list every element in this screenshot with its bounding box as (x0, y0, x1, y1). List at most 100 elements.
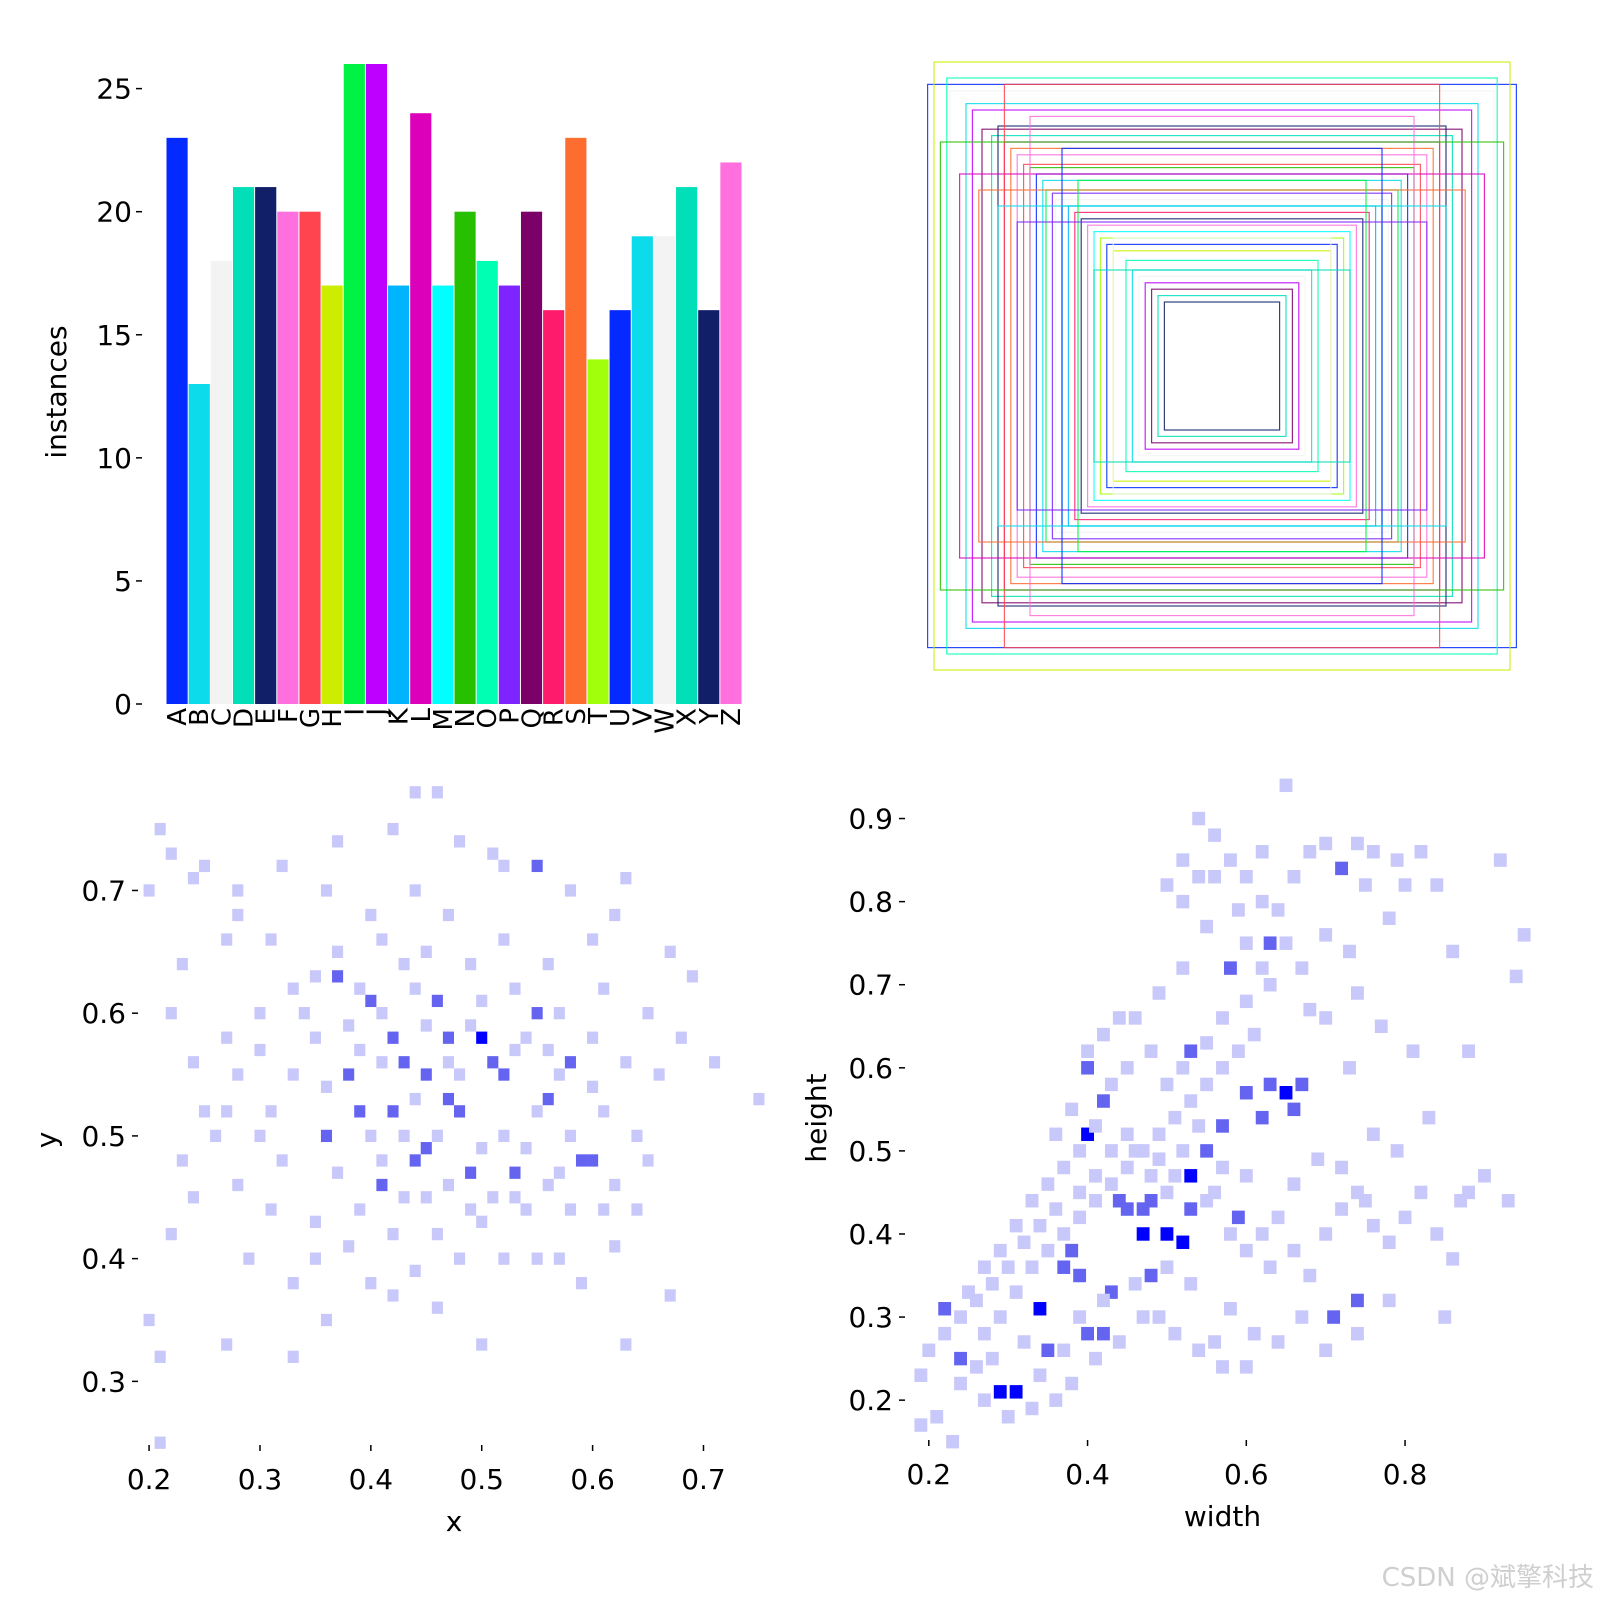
histogram-cell (1287, 1102, 1301, 1117)
histogram-cell (454, 1105, 466, 1118)
histogram-cell (320, 1129, 333, 1143)
histogram-cell (977, 1393, 991, 1407)
histogram-cell (1200, 919, 1214, 934)
histogram-cell (365, 1277, 377, 1290)
histogram-cell (1216, 1160, 1229, 1175)
histogram-cell (454, 1068, 466, 1081)
histogram-cell (1065, 1102, 1079, 1117)
histogram-cell (1152, 986, 1166, 1000)
histogram-cell (265, 1105, 277, 1118)
histogram-cell (509, 1191, 521, 1204)
label-box (1106, 243, 1338, 489)
histogram-cell (376, 1007, 388, 1020)
histogram-cell (520, 1031, 532, 1044)
histogram-cell (309, 1252, 321, 1265)
x-tick-label: O (473, 708, 503, 728)
histogram-cell (1493, 853, 1507, 867)
histogram-cell (1224, 1227, 1237, 1241)
histogram-cell (1239, 1169, 1253, 1183)
x-tick-label: B (185, 708, 215, 726)
x-tick-label: X (673, 708, 703, 726)
histogram-cell (1081, 1061, 1094, 1075)
histogram-cell (1160, 1077, 1174, 1092)
histogram-cell (409, 1092, 421, 1106)
bar-V (631, 236, 653, 705)
label-box (1016, 154, 1428, 578)
label-box (1125, 259, 1319, 473)
histogram-cell (1009, 1385, 1023, 1399)
histogram-cell (165, 1227, 177, 1241)
histogram-cell (993, 1243, 1007, 1258)
histogram-cell (1239, 1085, 1253, 1100)
x-tick-label: D (230, 708, 260, 728)
label-box (939, 141, 1505, 591)
histogram-cell (1097, 1027, 1110, 1042)
histogram-cell (1374, 1019, 1388, 1033)
label-box (946, 77, 1498, 655)
histogram-cell (376, 1154, 388, 1167)
histogram-cell (1073, 1144, 1087, 1158)
histogram-cell (1263, 977, 1277, 992)
wh-histogram-plot: 0.2 0.4 0.6 0.8 0.2 0.3 0.4 0.5 0.6 0.7 0.8 0.9 widt… (800, 778, 1531, 1533)
histogram-cell (553, 1166, 565, 1179)
y-axis-label: height (800, 1073, 833, 1162)
y-tick-label: 15 (96, 319, 132, 352)
x-tick-label: 0.8 (1383, 1458, 1428, 1491)
x-tick-label: 0.4 (349, 1463, 394, 1496)
histogram-cell (354, 982, 366, 995)
histogram-cell (1335, 861, 1348, 876)
histogram-cell (1176, 894, 1190, 909)
histogram-cell (970, 1360, 983, 1374)
histogram-cell (287, 1350, 299, 1363)
histogram-cell (1224, 853, 1237, 867)
histogram-cell (1073, 1268, 1087, 1283)
histogram-cell (1398, 1210, 1412, 1225)
label-boxes-plot (926, 61, 1517, 671)
histogram-cell (1017, 1335, 1031, 1349)
histogram-cell (1128, 1144, 1142, 1158)
histogram-cell (1279, 778, 1293, 793)
histogram-cell (409, 786, 421, 799)
y-tick-label: 0.8 (848, 886, 893, 919)
histogram-cell (354, 1043, 366, 1057)
histogram-cell (309, 1031, 321, 1044)
histogram-cell (1025, 1194, 1039, 1208)
histogram-cell (343, 1019, 355, 1032)
histogram-cell (1073, 1185, 1087, 1200)
bar-H (321, 285, 343, 704)
histogram-cell (1438, 1310, 1452, 1324)
histogram-cell (954, 1310, 967, 1324)
histogram-cell (431, 994, 443, 1008)
histogram-cell (1239, 994, 1253, 1009)
histogram-cell (165, 847, 177, 860)
label-box (1051, 192, 1393, 540)
histogram-cell (420, 945, 432, 958)
histogram-cell (1382, 1293, 1396, 1308)
histogram-cell (1319, 1227, 1333, 1241)
histogram-cell (1144, 1044, 1158, 1058)
histogram-cell (1089, 1119, 1102, 1133)
histogram-cell (265, 1203, 277, 1216)
histogram-cell (1422, 1110, 1436, 1125)
histogram-cell (210, 1129, 222, 1143)
bar-D (232, 187, 255, 705)
histogram-cell (1509, 969, 1523, 984)
histogram-cell (1168, 1326, 1182, 1341)
histogram-cell (1049, 1127, 1063, 1142)
histogram-cell (1144, 1268, 1158, 1283)
histogram-cell (154, 822, 166, 836)
histogram-cell (587, 1031, 599, 1044)
y-tick-label: 10 (96, 442, 132, 475)
bar-W (653, 236, 676, 705)
histogram-cell (1454, 1194, 1468, 1208)
histogram-cell (1501, 1194, 1515, 1208)
histogram-cell (509, 982, 521, 995)
histogram-cell (1382, 911, 1396, 925)
histogram-cell (420, 1019, 432, 1032)
histogram-cell (1057, 1227, 1071, 1241)
histogram-cell (1366, 845, 1380, 859)
label-box (981, 128, 1463, 604)
histogram-cell (509, 1166, 521, 1179)
x-tick-label: Q (518, 708, 548, 728)
histogram-cell (1430, 1227, 1444, 1241)
